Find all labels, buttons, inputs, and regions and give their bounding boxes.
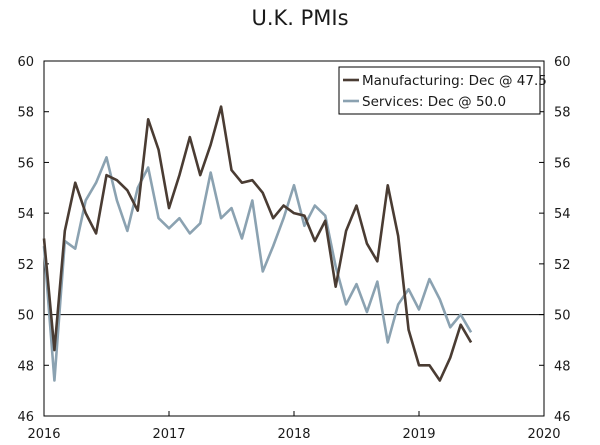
y-tick-label-left: 56 xyxy=(17,156,34,171)
legend-label-services: Services: Dec @ 50.0 xyxy=(362,94,506,110)
y-tick-label-right: 56 xyxy=(554,156,571,171)
series-line-manufacturing xyxy=(42,105,473,382)
y-tick-label-right: 58 xyxy=(554,106,571,121)
y-tick-label-right: 48 xyxy=(554,359,571,374)
chart-title: U.K. PMIs xyxy=(251,6,349,30)
y-tick-label-left: 54 xyxy=(17,207,34,222)
y-tick-label-left: 48 xyxy=(17,359,34,374)
y-tick-label-right: 54 xyxy=(554,207,571,222)
x-tick-label: 2020 xyxy=(527,427,560,442)
x-tick-label: 2017 xyxy=(152,427,185,442)
y-tick-label-right: 46 xyxy=(554,410,571,425)
legend-box xyxy=(338,66,541,115)
series-line-services xyxy=(42,156,473,382)
y-tick-label-left: 50 xyxy=(17,309,34,324)
y-tick-label-left: 58 xyxy=(17,106,34,121)
y-tick-label-left: 52 xyxy=(17,258,34,273)
y-tick-label-left: 60 xyxy=(17,55,34,70)
y-tick-label-left: 46 xyxy=(17,410,34,425)
x-tick-label: 2016 xyxy=(27,427,60,442)
x-tick-label: 2018 xyxy=(277,427,310,442)
y-tick-label-right: 52 xyxy=(554,258,571,273)
legend-label-manufacturing: Manufacturing: Dec @ 47.5 xyxy=(362,73,547,89)
x-tick-label: 2019 xyxy=(402,427,435,442)
y-tick-label-right: 50 xyxy=(554,309,571,324)
y-tick-label-right: 60 xyxy=(554,55,571,70)
